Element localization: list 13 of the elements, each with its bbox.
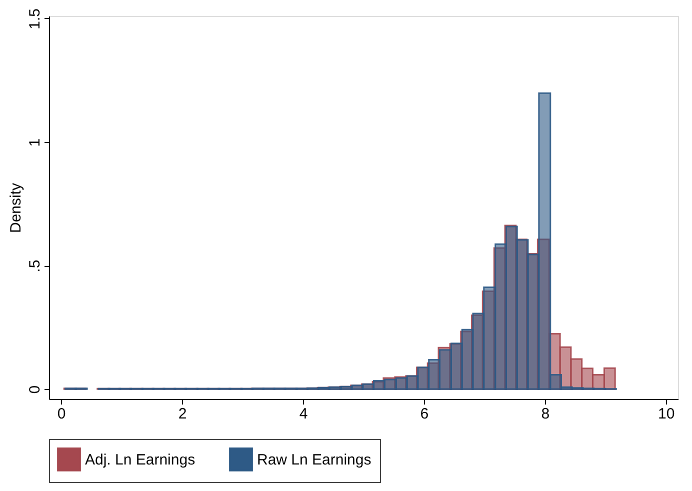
legend-label: Adj. Ln Earnings — [85, 451, 196, 468]
y-tick-label: 1 — [26, 138, 44, 147]
x-tick-label: 4 — [299, 406, 308, 422]
legend-label: Raw Ln Earnings — [257, 451, 372, 468]
y-axis-title: Density — [8, 182, 24, 234]
y-tick-label: .5 — [26, 260, 44, 272]
x-tick-label: 2 — [178, 406, 187, 422]
x-tick-label: 0 — [57, 406, 66, 422]
x-tick-label: 10 — [658, 406, 675, 422]
y-tick-label: 1.5 — [26, 8, 44, 30]
y-tick-label: 0 — [26, 385, 44, 394]
x-tick-label: 6 — [420, 406, 429, 422]
x-tick-label: 8 — [541, 406, 550, 422]
